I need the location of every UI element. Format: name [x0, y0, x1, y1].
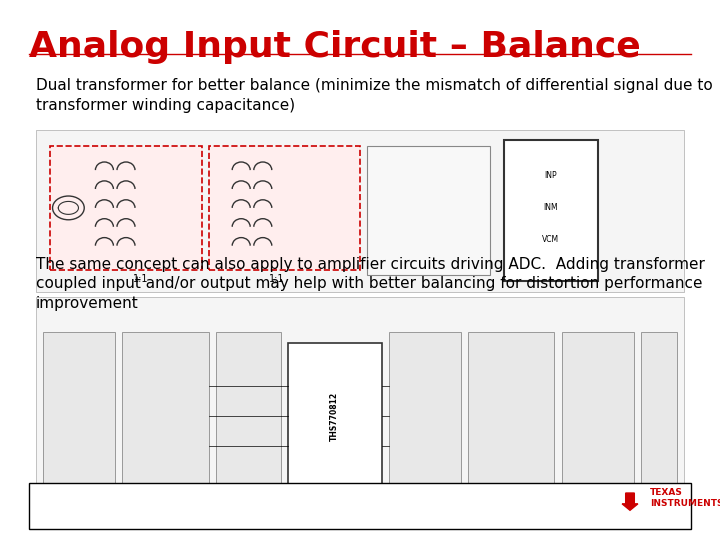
FancyBboxPatch shape — [367, 146, 490, 275]
FancyBboxPatch shape — [389, 332, 461, 494]
FancyBboxPatch shape — [641, 332, 677, 494]
FancyBboxPatch shape — [504, 140, 598, 281]
Text: Analog Input Circuit – Balance: Analog Input Circuit – Balance — [29, 30, 641, 64]
FancyBboxPatch shape — [216, 332, 281, 494]
Text: THS770812: THS770812 — [330, 393, 339, 441]
FancyBboxPatch shape — [209, 146, 360, 270]
FancyBboxPatch shape — [36, 130, 684, 292]
FancyBboxPatch shape — [288, 343, 382, 489]
Text: The same concept can also apply to amplifier circuits driving ADC.  Adding trans: The same concept can also apply to ampli… — [36, 256, 705, 311]
FancyBboxPatch shape — [122, 332, 209, 494]
FancyBboxPatch shape — [36, 297, 684, 502]
Text: 1:1: 1:1 — [132, 274, 148, 285]
FancyBboxPatch shape — [562, 332, 634, 494]
Text: Dual transformer for better balance (minimize the mismatch of differential signa: Dual transformer for better balance (min… — [36, 78, 713, 113]
FancyArrow shape — [622, 493, 638, 510]
Text: 1:1: 1:1 — [269, 274, 285, 285]
FancyBboxPatch shape — [29, 483, 691, 529]
Text: TEXAS
INSTRUMENTS: TEXAS INSTRUMENTS — [650, 488, 720, 509]
Text: INP

INM

VCM: INP INM VCM — [542, 171, 559, 245]
FancyBboxPatch shape — [468, 332, 554, 494]
FancyBboxPatch shape — [50, 146, 202, 270]
FancyBboxPatch shape — [43, 332, 115, 494]
